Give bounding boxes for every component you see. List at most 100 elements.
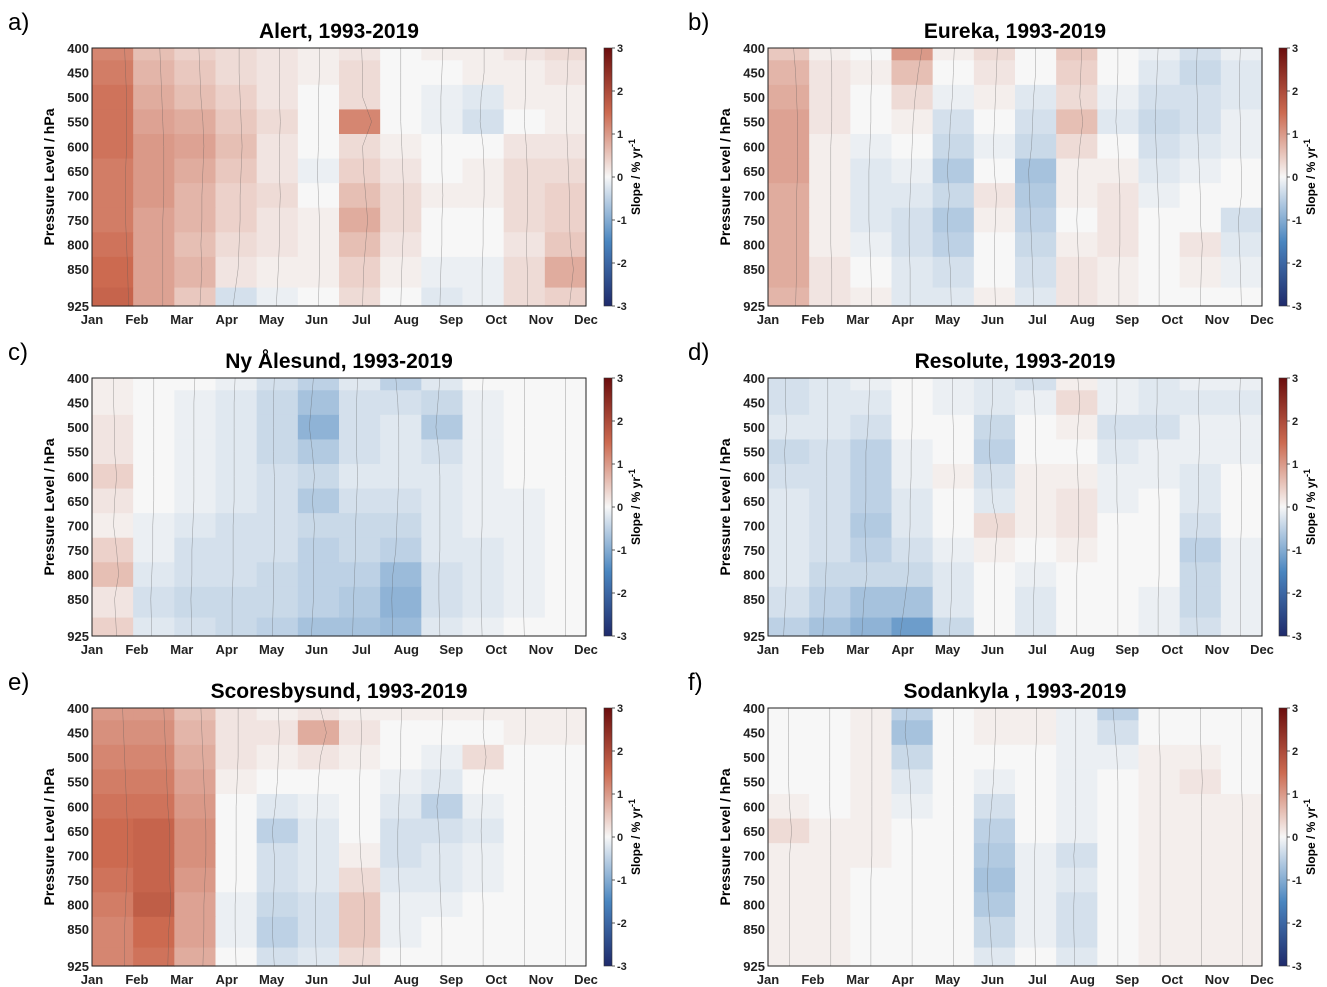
y-tick-label: 925 xyxy=(743,959,765,974)
heatmap-cell xyxy=(92,158,134,184)
y-tick-label: 550 xyxy=(67,775,89,790)
heatmap-cell xyxy=(174,84,217,111)
heatmap-cell xyxy=(809,158,851,184)
colorbar-tick-label: 0 xyxy=(1292,172,1298,184)
heatmap-cell xyxy=(768,134,810,160)
heatmap-cell xyxy=(932,843,975,869)
heatmap-cell xyxy=(850,843,893,869)
contour-line xyxy=(1238,47,1242,307)
heatmap-cell xyxy=(462,537,505,563)
heatmap-cell xyxy=(462,232,505,258)
heatmap-cell xyxy=(891,617,934,637)
heatmap-cell xyxy=(1220,287,1263,307)
heatmap-cell xyxy=(809,84,851,111)
heatmap-cell xyxy=(421,84,464,111)
heatmap-cell xyxy=(92,488,134,514)
heatmap-cell xyxy=(133,256,175,289)
contour-line xyxy=(113,378,119,637)
heatmap-cell xyxy=(215,916,258,949)
y-axis-label: Pressure Level / hPa xyxy=(717,108,733,245)
heatmap-cell xyxy=(544,513,587,539)
heatmap-cell xyxy=(1015,562,1057,588)
heatmap-cell xyxy=(1138,586,1181,619)
heatmap-cell xyxy=(421,390,464,416)
heatmap-cell xyxy=(809,60,851,86)
heatmap-cell xyxy=(174,708,217,721)
x-tick-label: Sep xyxy=(1115,642,1139,657)
heatmap-cell xyxy=(380,947,422,967)
heatmap-cell xyxy=(256,818,299,844)
heatmap-cell xyxy=(256,537,299,563)
heatmap-cell xyxy=(1097,892,1140,918)
heatmap-cell xyxy=(1015,708,1057,721)
heatmap-cell xyxy=(891,414,934,441)
heatmap-cell xyxy=(174,818,217,844)
heatmap-cell xyxy=(380,48,422,61)
contour-line xyxy=(1073,708,1077,967)
heatmap-cell xyxy=(809,488,851,514)
heatmap-cell xyxy=(973,287,1016,307)
heatmap-cell xyxy=(1138,390,1181,416)
heatmap-cell xyxy=(973,183,1016,209)
x-tick-label: Jul xyxy=(352,642,371,657)
heatmap-cell xyxy=(1056,586,1098,619)
heatmap-cell xyxy=(1097,818,1140,844)
heatmap-cell xyxy=(1097,414,1140,441)
heatmap-cell xyxy=(1138,109,1181,135)
heatmap-cell xyxy=(768,947,810,967)
heatmap-cell xyxy=(1097,60,1140,86)
heatmap-cell xyxy=(1220,464,1263,490)
heatmap-cell xyxy=(932,586,975,619)
contour-line xyxy=(1195,377,1200,637)
heatmap-cell xyxy=(973,867,1016,893)
heatmap-cell xyxy=(850,109,893,135)
heatmap-cell xyxy=(92,892,134,918)
heatmap-cell xyxy=(92,867,134,893)
x-tick-label: Feb xyxy=(801,312,824,327)
heatmap-cell xyxy=(215,390,258,416)
x-tick-label: Feb xyxy=(125,642,148,657)
y-tick-label: 550 xyxy=(67,115,89,130)
heatmap-cell xyxy=(1220,617,1263,637)
heatmap-cell xyxy=(215,488,258,514)
heatmap-cell xyxy=(256,947,299,967)
contour-line xyxy=(822,378,829,637)
heatmap-cell xyxy=(256,562,299,588)
heatmap-cell xyxy=(891,158,934,184)
heatmap-cell xyxy=(1220,794,1263,820)
heatmap-cell xyxy=(462,48,505,61)
heatmap-cell xyxy=(768,84,810,111)
x-tick-label: Sep xyxy=(439,972,463,987)
colorbar-tick-label: 3 xyxy=(617,373,623,385)
heatmap-cell xyxy=(932,892,975,918)
heatmap-cell xyxy=(768,287,810,307)
heatmap-cell xyxy=(503,84,546,111)
y-tick-label: 750 xyxy=(743,543,765,558)
heatmap-cell xyxy=(174,378,217,391)
heatmap-cell xyxy=(544,708,587,721)
heatmap-cell xyxy=(544,287,587,307)
contour-line xyxy=(352,377,358,637)
heatmap-cell xyxy=(544,720,587,746)
heatmap-cell xyxy=(256,617,299,637)
panel-letter: d) xyxy=(688,339,709,366)
heatmap-cell xyxy=(380,586,422,619)
heatmap-cell xyxy=(1097,287,1140,307)
heatmap-cell xyxy=(1097,586,1140,619)
y-tick-label: 700 xyxy=(743,188,765,203)
contour-line xyxy=(949,378,955,637)
heatmap-cell xyxy=(768,562,810,588)
x-tick-label: Jan xyxy=(757,312,779,327)
heatmap-cell xyxy=(215,867,258,893)
heatmap-cell xyxy=(1220,256,1263,289)
x-tick-label: Feb xyxy=(125,972,148,987)
y-tick-label: 800 xyxy=(743,898,765,913)
heatmap-cell xyxy=(973,378,1016,391)
colorbar-tick-label: 3 xyxy=(617,43,623,55)
heatmap-cell xyxy=(544,109,587,135)
heatmap-cell xyxy=(809,769,851,795)
heatmap-cell xyxy=(850,720,893,746)
heatmap-cell xyxy=(1056,256,1098,289)
heatmap-cell xyxy=(339,256,381,289)
heatmap-cell xyxy=(1179,414,1222,441)
